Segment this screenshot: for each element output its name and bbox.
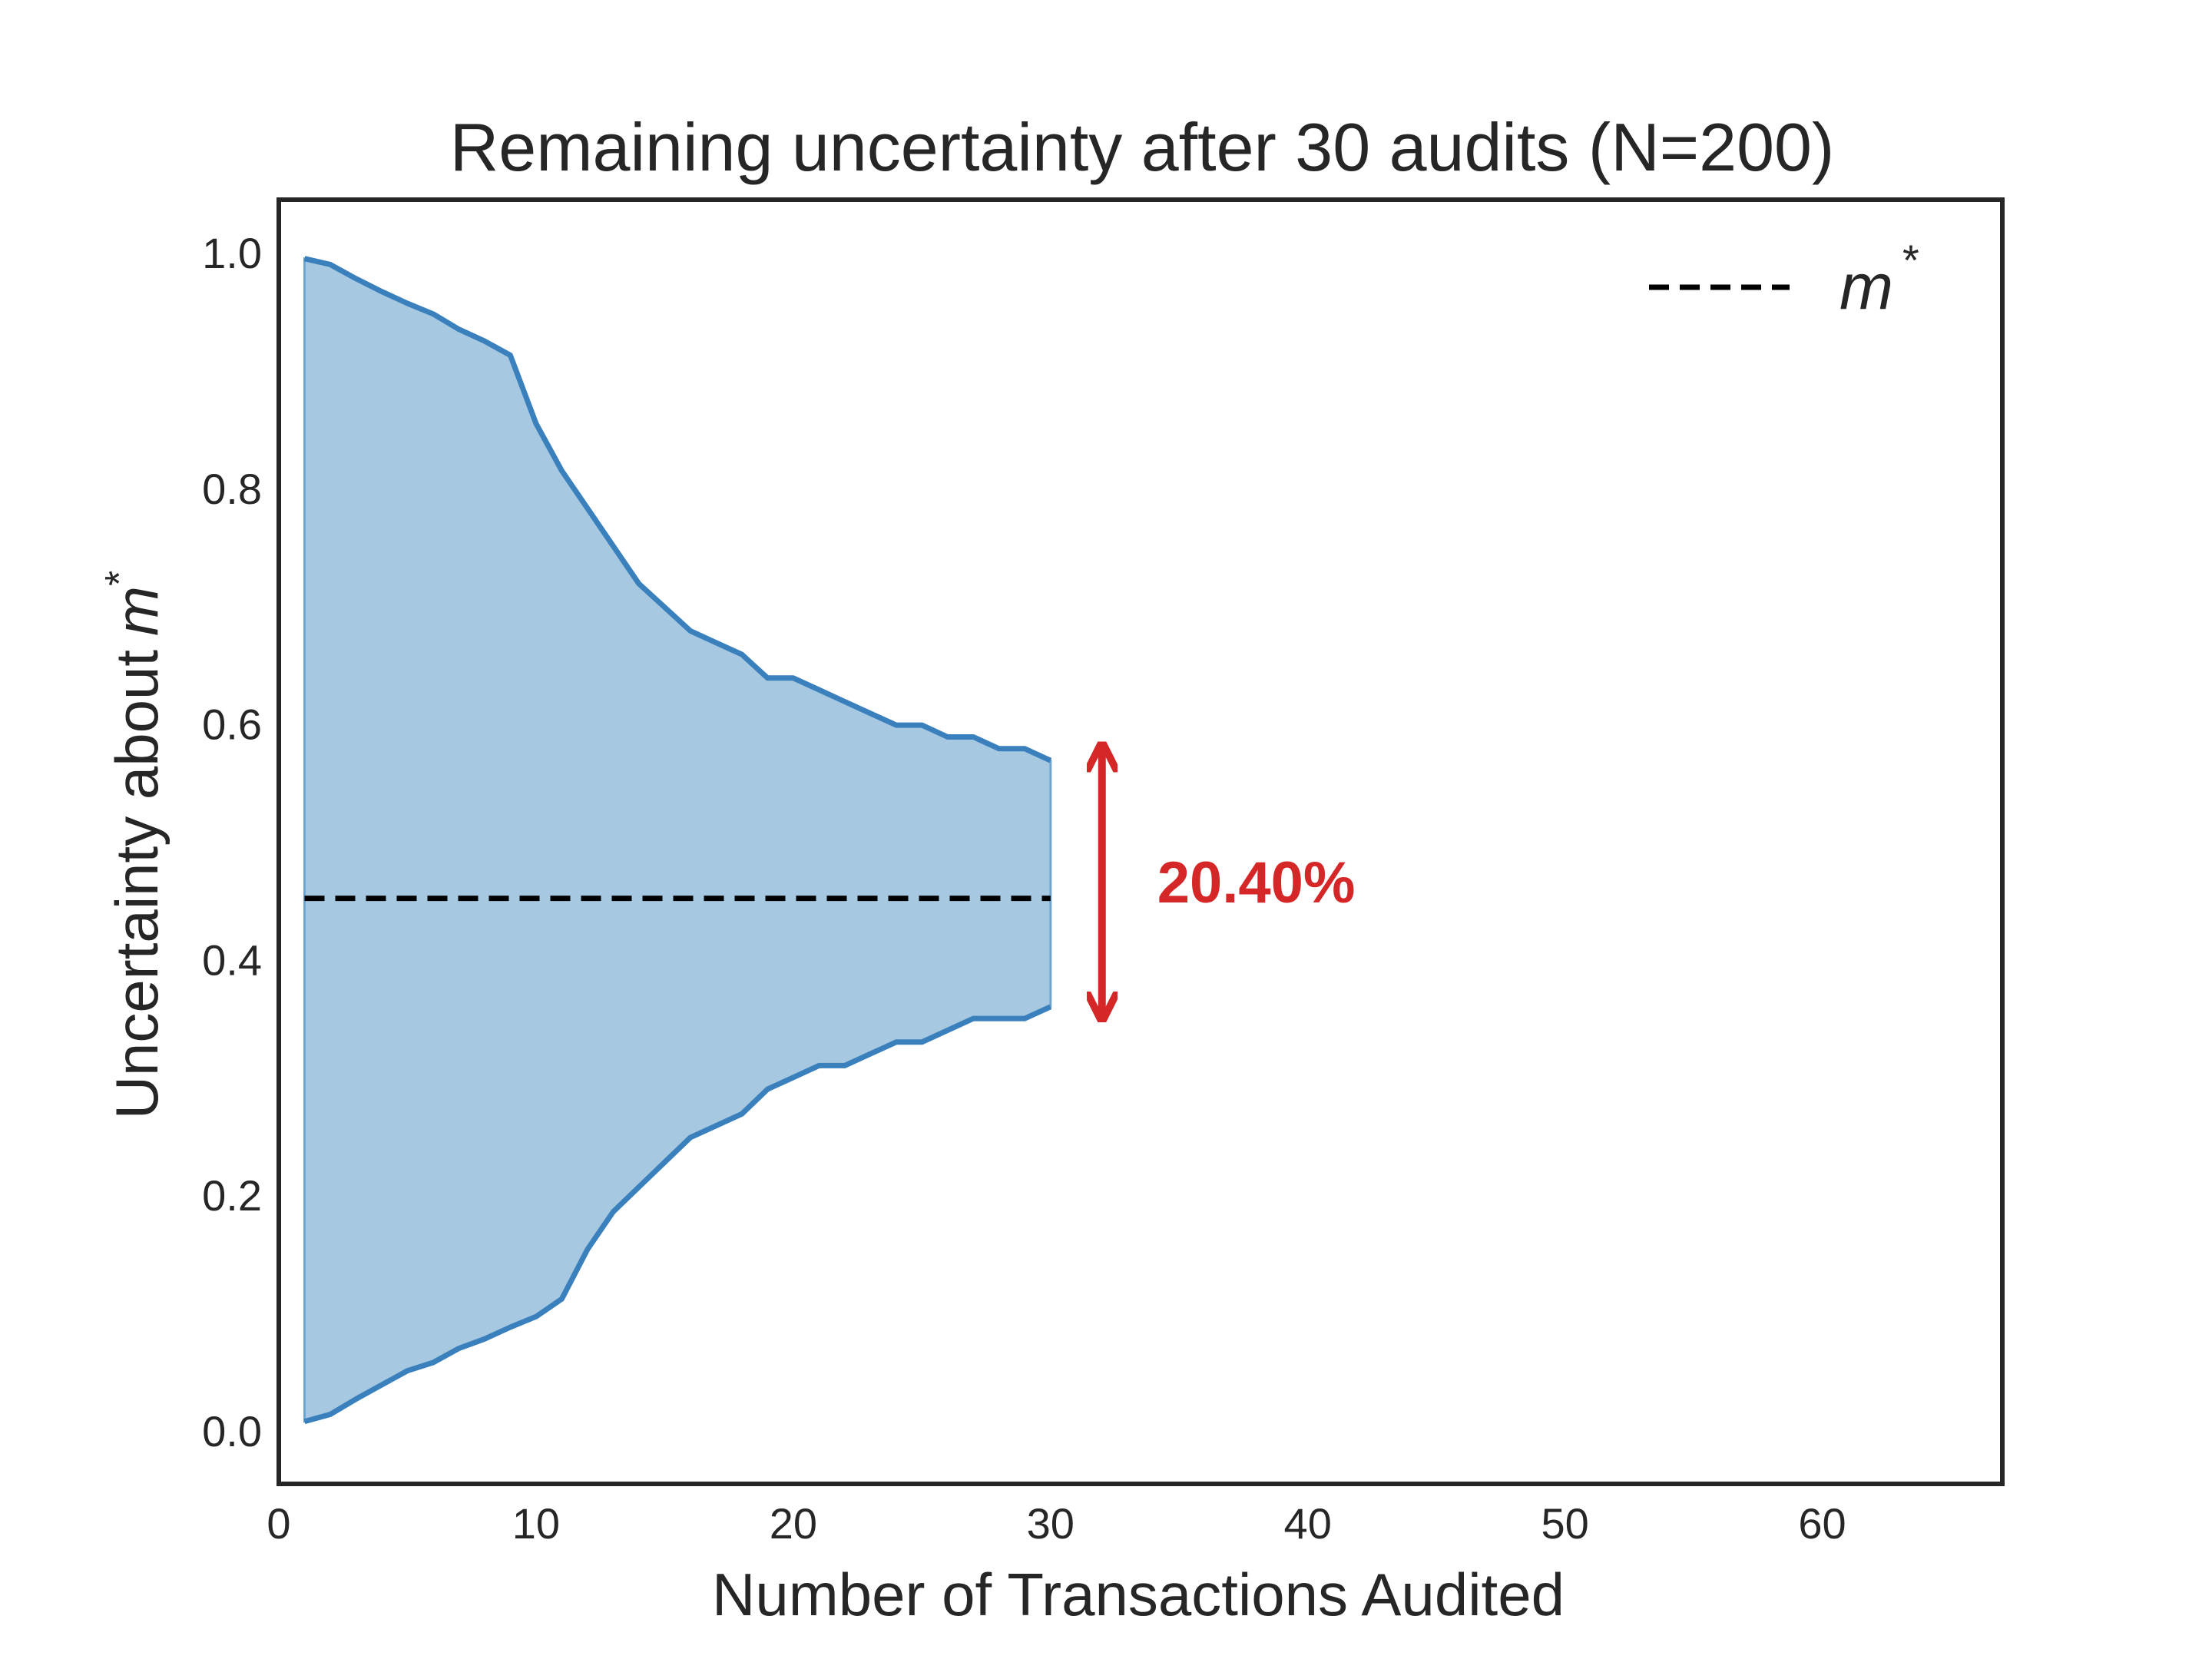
legend-label: m * (1839, 236, 1919, 323)
y-tick-label: 0.4 (202, 935, 262, 984)
legend-symbol: m (1839, 250, 1893, 323)
x-axis-ticks: 0 10 20 30 40 50 60 (267, 1499, 1846, 1548)
x-axis-label: Number of Transactions Audited (712, 1561, 1565, 1628)
annotation: 20.40% (1102, 747, 1356, 1016)
x-tick-label: 10 (512, 1499, 560, 1548)
y-tick-label: 0.6 (202, 700, 262, 749)
x-tick-label: 50 (1541, 1499, 1588, 1548)
y-axis-label-sup: * (98, 571, 142, 586)
x-tick-label: 30 (1027, 1499, 1075, 1548)
uncertainty-band (303, 257, 1052, 1423)
chart-title: Remaining uncertainty after 30 audits (N… (450, 109, 1835, 185)
plot-area (303, 256, 1052, 1425)
y-tick-label: 1.0 (202, 229, 262, 277)
y-axis-label-text: Uncertainty about (103, 650, 171, 1120)
y-axis-label-symbol: m (103, 586, 171, 636)
annotation-label: 20.40% (1157, 850, 1356, 916)
upper-bound-line (303, 256, 1052, 763)
lower-bound-line (303, 1004, 1052, 1425)
x-tick-label: 60 (1798, 1499, 1846, 1548)
x-tick-label: 40 (1284, 1499, 1332, 1548)
legend-sup: * (1902, 236, 1919, 284)
y-tick-label: 0.0 (202, 1407, 262, 1455)
x-tick-label: 20 (770, 1499, 817, 1548)
y-axis-ticks: 0.0 0.2 0.4 0.6 0.8 1.0 (202, 229, 262, 1455)
y-tick-label: 0.8 (202, 465, 262, 513)
x-tick-label: 0 (267, 1499, 290, 1548)
legend: m * (1649, 236, 1919, 323)
y-tick-label: 0.2 (202, 1171, 262, 1220)
y-axis-label: Uncertainty about m* (98, 571, 171, 1120)
plot-frame (276, 197, 2005, 1486)
